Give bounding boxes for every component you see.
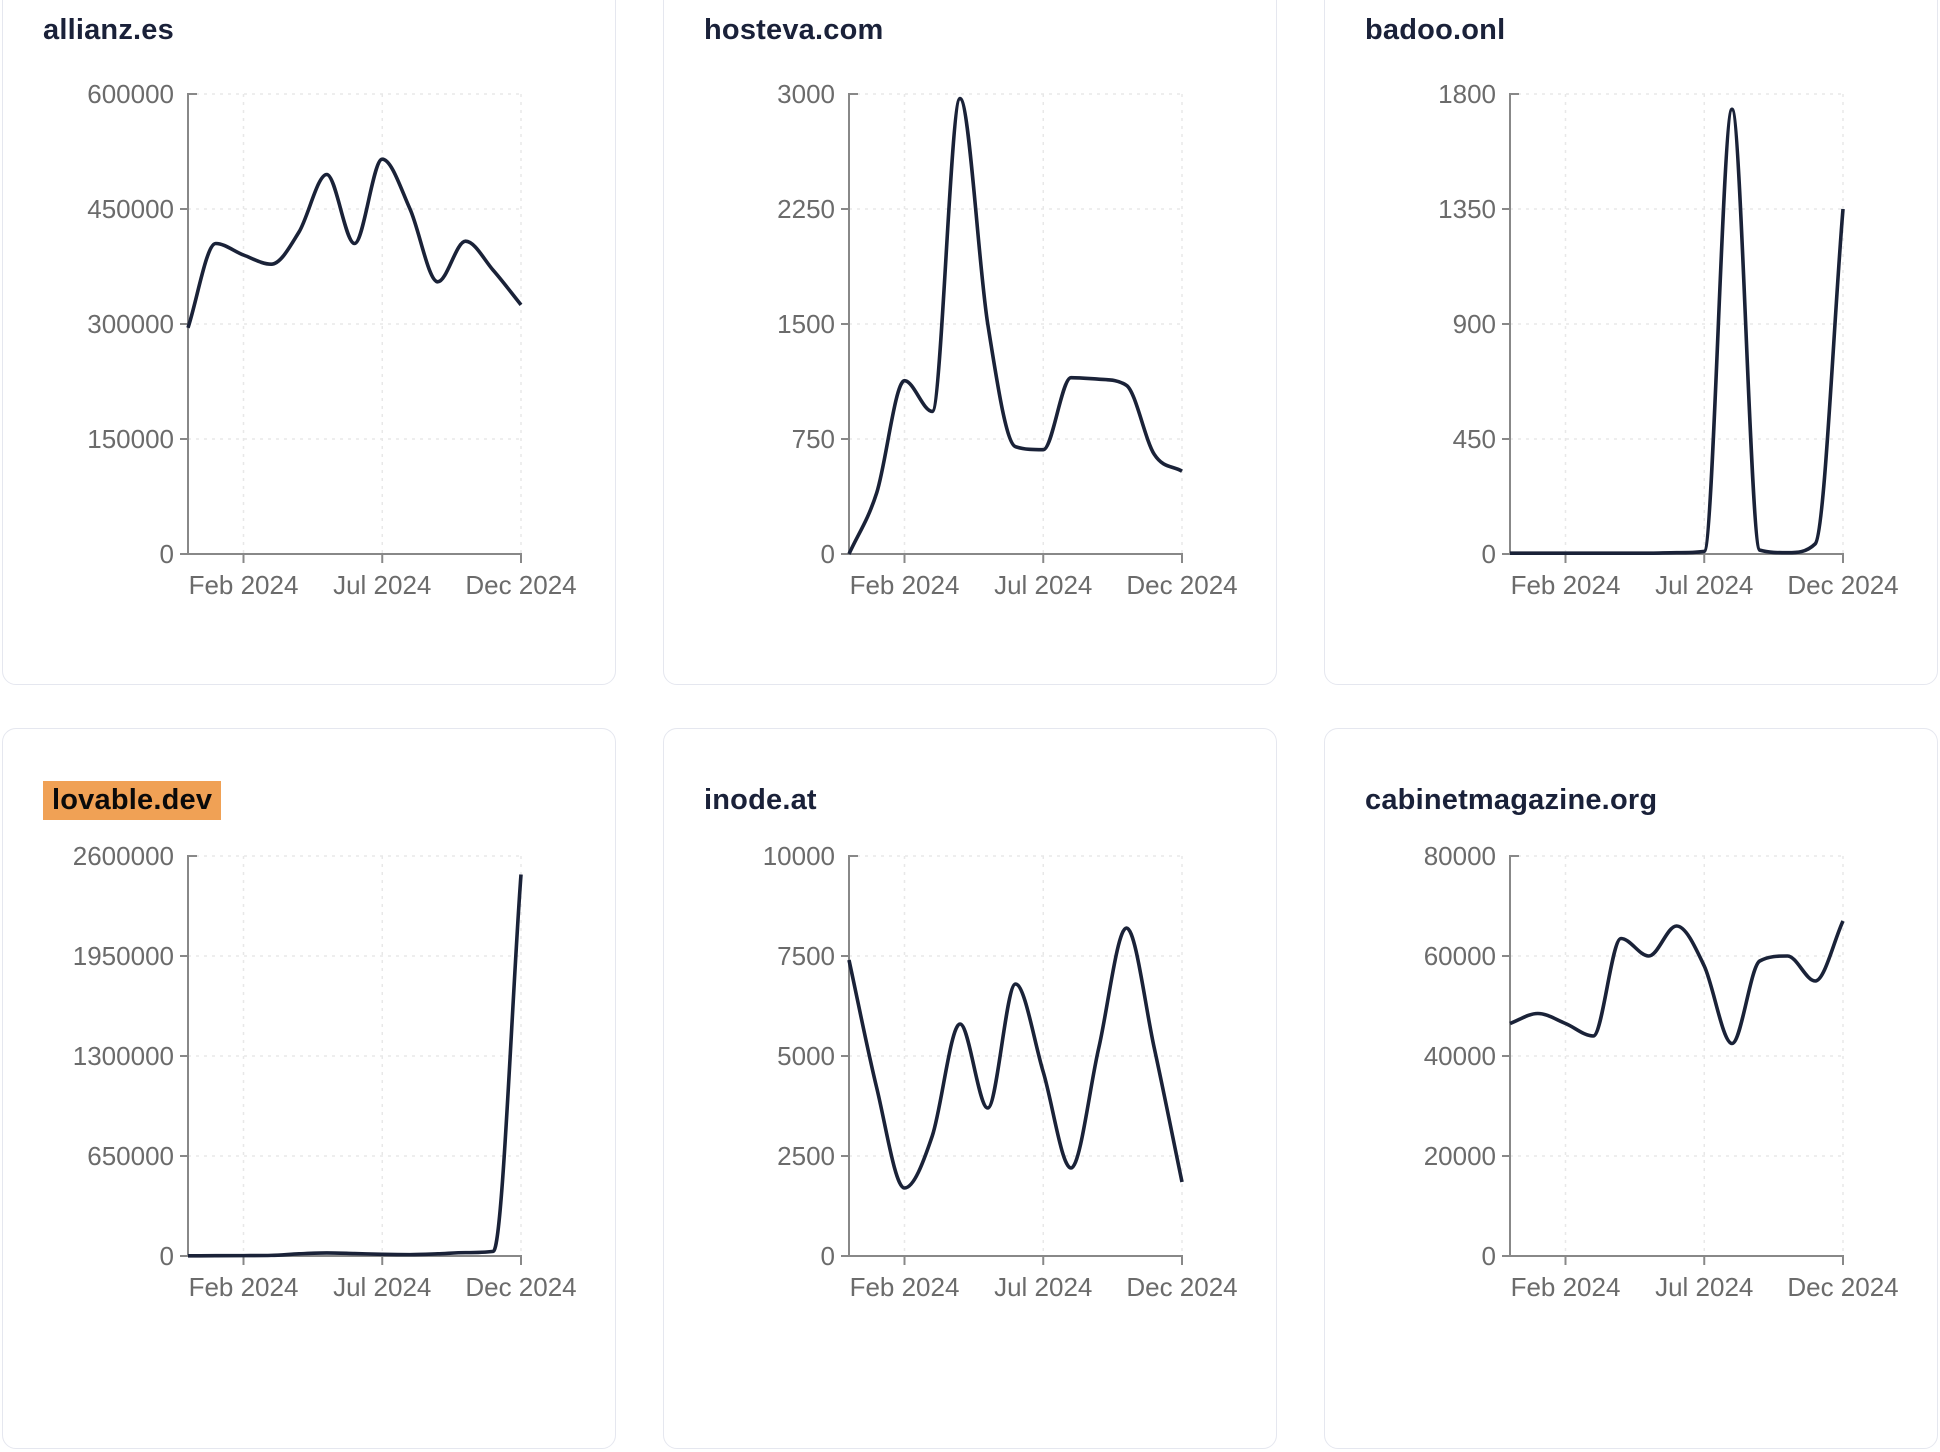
svg-text:Feb 2024: Feb 2024 <box>1511 570 1621 600</box>
line-chart: 0 2500 5000 7500 10000 Feb 2024 Jul 2024 Dec 20… <box>763 841 1238 1302</box>
svg-text:20000: 20000 <box>1424 1141 1496 1171</box>
svg-text:60000: 60000 <box>1424 941 1496 971</box>
svg-text:2600000: 2600000 <box>73 841 174 871</box>
svg-text:Feb 2024: Feb 2024 <box>1511 1272 1621 1302</box>
svg-text:Dec 2024: Dec 2024 <box>465 570 576 600</box>
svg-text:0: 0 <box>160 539 174 569</box>
chart-title: lovable.dev <box>43 781 222 820</box>
chart-title: inode.at <box>704 784 817 817</box>
line-chart: 0 450 900 1350 1800 Feb 2024 Jul 2024 Dec 2024 <box>1438 79 1899 600</box>
svg-text:Dec 2024: Dec 2024 <box>1126 570 1237 600</box>
svg-text:600000: 600000 <box>87 79 174 109</box>
svg-text:40000: 40000 <box>1424 1041 1496 1071</box>
svg-text:Jul 2024: Jul 2024 <box>1655 1272 1753 1302</box>
svg-text:Dec 2024: Dec 2024 <box>1787 570 1898 600</box>
chart-title: cabinetmagazine.org <box>1365 784 1657 817</box>
svg-text:Jul 2024: Jul 2024 <box>1655 570 1753 600</box>
svg-text:Jul 2024: Jul 2024 <box>994 1272 1092 1302</box>
svg-text:Feb 2024: Feb 2024 <box>189 1272 299 1302</box>
chart-card-badoo: badoo.onl 0 450 900 1350 1800 Feb 2024 Jul 202… <box>1324 0 1938 685</box>
svg-text:2250: 2250 <box>777 194 835 224</box>
chart-title: allianz.es <box>43 14 174 47</box>
chart-title: hosteva.com <box>704 14 884 47</box>
chart-card-hosteva: hosteva.com 0 750 1500 2250 3000 Feb 2024 Jul … <box>663 0 1277 685</box>
svg-text:Jul 2024: Jul 2024 <box>333 1272 431 1302</box>
line-chart: 0 750 1500 2250 3000 Feb 2024 Jul 2024 Dec 2024 <box>777 79 1238 600</box>
svg-text:7500: 7500 <box>777 941 835 971</box>
svg-text:0: 0 <box>1482 539 1496 569</box>
line-chart: 0 20000 40000 60000 80000 Feb 2024 Jul 2024 Dec… <box>1424 841 1899 1302</box>
chart-title-text-highlighted: lovable.dev <box>43 781 222 820</box>
chart-title-text: cabinetmagazine.org <box>1365 784 1658 816</box>
svg-text:1500: 1500 <box>777 309 835 339</box>
svg-text:450000: 450000 <box>87 194 174 224</box>
chart-title: badoo.onl <box>1365 14 1505 47</box>
chart-card-inode: inode.at 0 2500 5000 7500 10000 Feb 2024 Jul 2… <box>663 728 1277 1449</box>
svg-text:5000: 5000 <box>777 1041 835 1071</box>
svg-text:2500: 2500 <box>777 1141 835 1171</box>
chart-card-lovable: lovable.dev 0 650000 1300000 1950000 2600000… <box>2 728 616 1449</box>
chart-title-text: badoo.onl <box>1365 14 1506 46</box>
chart-card-cabinetmagazine: cabinetmagazine.org 0 20000 40000 60000 8000… <box>1324 728 1938 1449</box>
chart-card-allianz: allianz.es 0 150000 300000 450000 600000 Feb … <box>2 0 616 685</box>
svg-text:0: 0 <box>821 539 835 569</box>
svg-text:750: 750 <box>792 424 835 454</box>
svg-text:Dec 2024: Dec 2024 <box>465 1272 576 1302</box>
svg-text:450: 450 <box>1453 424 1496 454</box>
svg-text:10000: 10000 <box>763 841 835 871</box>
svg-text:Dec 2024: Dec 2024 <box>1787 1272 1898 1302</box>
svg-text:Feb 2024: Feb 2024 <box>850 570 960 600</box>
svg-text:150000: 150000 <box>87 424 174 454</box>
svg-text:Jul 2024: Jul 2024 <box>333 570 431 600</box>
chart-title-text: allianz.es <box>43 14 174 46</box>
svg-text:Jul 2024: Jul 2024 <box>994 570 1092 600</box>
svg-text:0: 0 <box>1482 1241 1496 1271</box>
svg-text:80000: 80000 <box>1424 841 1496 871</box>
chart-title-text: hosteva.com <box>704 14 884 46</box>
svg-text:Feb 2024: Feb 2024 <box>850 1272 960 1302</box>
chart-title-text: inode.at <box>704 784 817 816</box>
line-chart: 0 650000 1300000 1950000 2600000 Feb 2024 Jul … <box>73 841 577 1302</box>
svg-text:300000: 300000 <box>87 309 174 339</box>
line-chart: 0 150000 300000 450000 600000 Feb 2024 Jul 202… <box>87 79 576 600</box>
svg-text:0: 0 <box>160 1241 174 1271</box>
svg-text:Feb 2024: Feb 2024 <box>189 570 299 600</box>
svg-text:900: 900 <box>1453 309 1496 339</box>
svg-text:650000: 650000 <box>87 1141 174 1171</box>
svg-text:Dec 2024: Dec 2024 <box>1126 1272 1237 1302</box>
svg-text:1950000: 1950000 <box>73 941 174 971</box>
svg-text:1300000: 1300000 <box>73 1041 174 1071</box>
svg-text:1350: 1350 <box>1438 194 1496 224</box>
svg-text:1800: 1800 <box>1438 79 1496 109</box>
svg-text:3000: 3000 <box>777 79 835 109</box>
svg-text:0: 0 <box>821 1241 835 1271</box>
